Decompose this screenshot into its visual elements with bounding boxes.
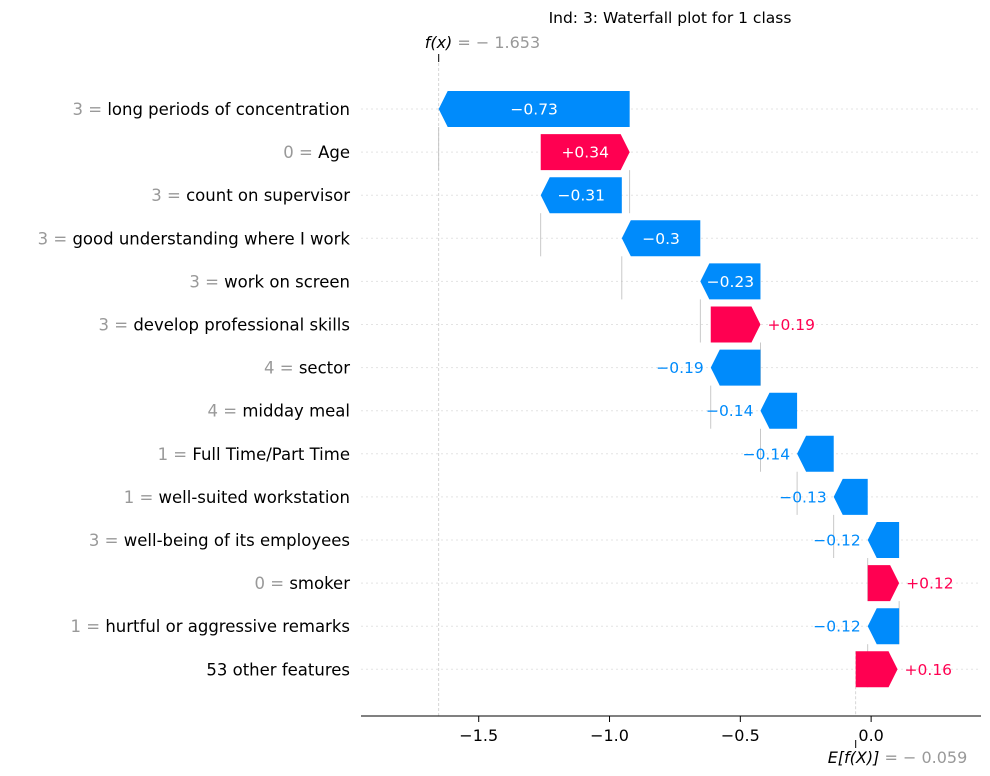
base-value: = − 0.059 <box>884 748 967 767</box>
bar-value-label: −0.19 <box>656 359 704 377</box>
fx-value: = − 1.653 <box>457 33 540 52</box>
bar-value-label: +0.12 <box>906 575 954 593</box>
feature-name: sector <box>299 359 350 378</box>
bar-value-label: +0.34 <box>561 144 609 162</box>
x-axis: −1.5 −1.0 −0.5 0.0 <box>361 54 981 748</box>
feature-label: 3 = good understanding where I work <box>38 229 351 248</box>
feature-label: 0 = smoker <box>255 574 351 593</box>
base-value-label: E[f(X)] = − 0.059 <box>828 748 968 767</box>
bar-value-label: −0.14 <box>743 445 791 463</box>
feature-label: 3 = well-being of its employees <box>89 531 350 550</box>
chart-title: Ind: 3: Waterfall plot for 1 class <box>549 9 792 27</box>
feature-label: 3 = count on supervisor <box>151 186 350 205</box>
waterfall-bar <box>867 608 900 645</box>
waterfall-bar <box>540 134 630 171</box>
feature-label: 0 = Age <box>283 143 350 162</box>
feature-label: 3 = long periods of concentration <box>72 100 350 119</box>
x-tick-label: −0.5 <box>721 726 760 745</box>
feature-label: 4 = sector <box>264 359 350 378</box>
feature-value-prefix: 0 = <box>255 574 290 593</box>
bar-value-label: −0.31 <box>558 187 606 205</box>
waterfall-bar <box>867 522 900 558</box>
bar-value-label: −0.12 <box>813 618 861 636</box>
waterfall-bar <box>867 565 900 602</box>
feature-name: smoker <box>289 574 350 593</box>
waterfall-bar <box>710 349 761 386</box>
feature-value-prefix: 3 = <box>189 272 224 291</box>
bar-value-label: −0.12 <box>813 532 861 550</box>
feature-value-prefix: 3 = <box>99 316 134 335</box>
bar-value-label: −0.13 <box>779 488 827 506</box>
feature-value-prefix: 1 = <box>124 488 159 507</box>
feature-value-prefix: 3 = <box>151 186 186 205</box>
feature-value-prefix: 1 = <box>158 445 193 464</box>
x-tick-label: −1.0 <box>590 726 629 745</box>
feature-label: 3 = develop professional skills <box>99 316 351 335</box>
feature-label: 1 = Full Time/Part Time <box>158 445 350 464</box>
feature-name: count on supervisor <box>186 186 350 205</box>
feature-label: 53 other features <box>206 660 350 679</box>
feature-label: 4 = midday meal <box>208 402 350 421</box>
x-tick-label: 0.0 <box>858 726 883 745</box>
waterfall-bar <box>438 91 630 127</box>
feature-value-prefix: 0 = <box>283 143 318 162</box>
waterfall-bar <box>833 478 868 515</box>
waterfall-bar <box>540 177 622 214</box>
feature-name: long periods of concentration <box>107 100 350 119</box>
feature-name: Full Time/Part Time <box>192 445 350 464</box>
waterfall-bar <box>797 435 834 472</box>
feature-name: hurtful or aggressive remarks <box>105 617 350 636</box>
bar-value-label: +0.19 <box>767 316 815 334</box>
feature-name: Age <box>318 143 350 162</box>
feature-name: good understanding where I work <box>72 229 350 248</box>
bar-value-label: +0.16 <box>905 661 953 679</box>
bar-layer <box>438 91 900 688</box>
label-layer: −0.73 3 = long periods of concentration +0… <box>38 33 968 767</box>
feature-name: work on screen <box>224 272 350 291</box>
feature-label: 3 = work on screen <box>189 272 350 291</box>
bar-value-label: −0.73 <box>510 101 558 119</box>
waterfall-bar <box>710 306 761 343</box>
feature-name: well-suited workstation <box>159 488 350 507</box>
feature-name: well-being of its employees <box>124 531 350 550</box>
feature-name: 53 other features <box>206 660 350 679</box>
x-tick-label: −1.5 <box>459 726 498 745</box>
waterfall-bar <box>760 392 798 429</box>
feature-value-prefix: 3 = <box>89 531 124 550</box>
feature-value-prefix: 1 = <box>71 617 106 636</box>
waterfall-bar <box>700 263 761 300</box>
waterfall-bar <box>855 651 898 688</box>
base-name: E[f(X)] <box>828 748 885 767</box>
feature-name: develop professional skills <box>133 316 350 335</box>
bar-value-label: −0.23 <box>707 273 755 291</box>
feature-label: 1 = well-suited workstation <box>124 488 350 507</box>
fx-label: f(x) = − 1.653 <box>425 33 540 52</box>
feature-label: 1 = hurtful or aggressive remarks <box>71 617 350 636</box>
bar-value-label: −0.14 <box>706 402 754 420</box>
feature-value-prefix: 4 = <box>208 402 243 421</box>
waterfall-bar <box>621 220 701 257</box>
bar-value-label: −0.3 <box>642 230 680 248</box>
feature-value-prefix: 3 = <box>72 100 107 119</box>
feature-value-prefix: 3 = <box>38 229 73 248</box>
feature-name: midday meal <box>242 402 350 421</box>
fx-name: f(x) <box>425 33 458 52</box>
feature-value-prefix: 4 = <box>264 359 299 378</box>
